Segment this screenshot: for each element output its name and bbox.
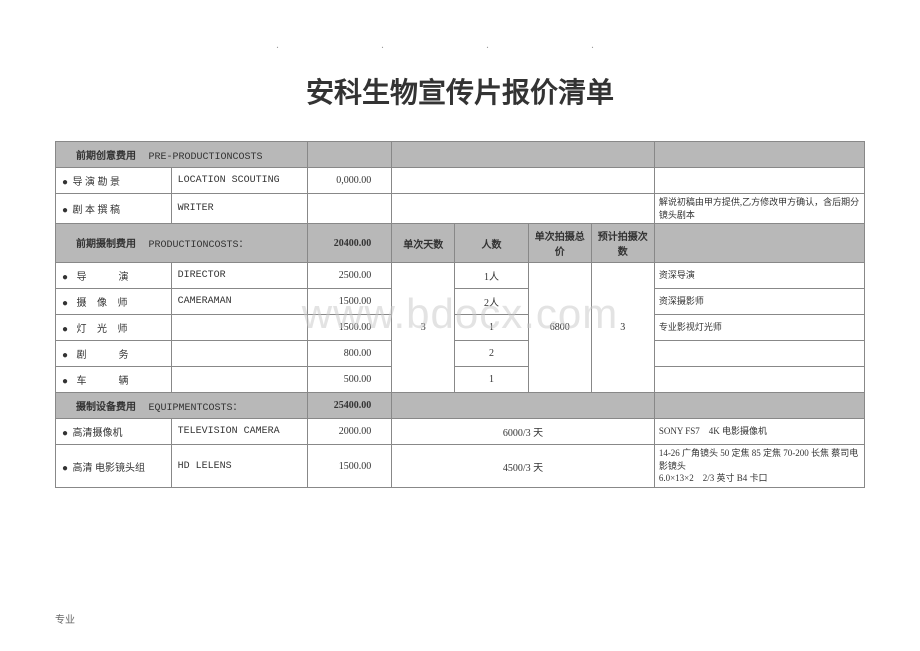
section-production-header: 前期摄制费用 PRODUCTIONCOSTS： 20400.00 单次天数 人数…: [56, 224, 865, 263]
table-row: ● 摄 像 师 CAMERAMAN 1500.00 2人 资深摄影师: [56, 289, 865, 315]
document-container: . . . . 安科生物宣传片报价清单 前期创意费用 PRE-PRODUCTIO…: [0, 0, 920, 508]
page-title: 安科生物宣传片报价清单: [55, 71, 865, 111]
table-row: ● 高清 电影镜头组 HD LELENS 1500.00 4500/3 天 14…: [56, 445, 865, 488]
table-row: ● 剧 本 撰 稿 WRITER 解说初稿由甲方提供,乙方修改甲方确认，含后期分…: [56, 194, 865, 224]
footer-text: 专业: [55, 611, 75, 626]
quote-table: 前期创意费用 PRE-PRODUCTIONCOSTS ● 导 演 勘 景 LOC…: [55, 141, 865, 488]
table-row: ● 导 演 勘 景 LOCATION SCOUTING 0,000.00: [56, 168, 865, 194]
table-row: ● 灯 光 师 1500.00 1 专业影视灯光师: [56, 315, 865, 341]
section-pre-production-header: 前期创意费用 PRE-PRODUCTIONCOSTS: [56, 142, 865, 168]
table-row: ● 高清摄像机 TELEVISION CAMERA 2000.00 6000/3…: [56, 419, 865, 445]
section-equipment-header: 摄制设备费用 EQUIPMENTCOSTS： 25400.00: [56, 393, 865, 419]
table-row: ● 导 演 DIRECTOR 2500.00 3 1人 6800 3 资深导演: [56, 263, 865, 289]
table-row: ● 剧 务 800.00 2: [56, 341, 865, 367]
table-row: ● 车 辆 500.00 1: [56, 367, 865, 393]
decorative-dots: . . . .: [55, 40, 865, 51]
